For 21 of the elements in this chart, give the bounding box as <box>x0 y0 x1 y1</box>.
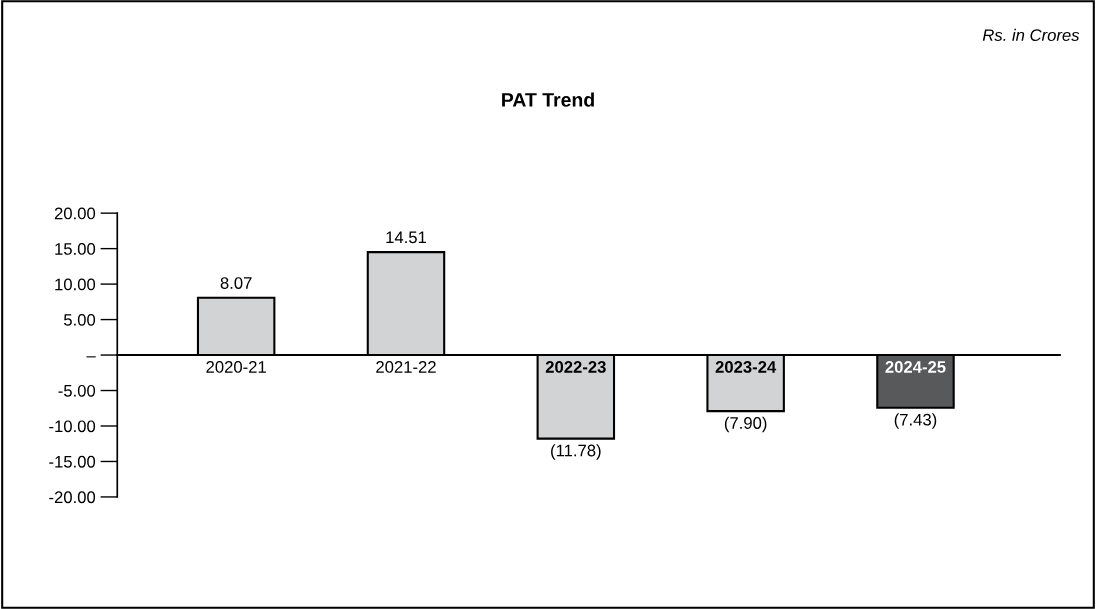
x-tick-label: 2020-21 <box>206 361 266 373</box>
x-tick-label: 2022-23 <box>545 361 606 373</box>
y-tick-label: -10.00 <box>49 420 96 433</box>
y-tick-label: 15.00 <box>55 243 96 255</box>
data-label: (7.43) <box>894 413 937 429</box>
text: Rs. in Crores <box>982 28 1080 42</box>
y-tick-label: -5.00 <box>58 384 96 397</box>
x-tick-label: 2023-24 <box>715 361 777 373</box>
y-tick-label: -20.00 <box>49 491 96 504</box>
x-tick-label: 2024-25 <box>885 361 946 373</box>
y-tick-label: 10.00 <box>55 278 96 291</box>
data-label: (7.90) <box>724 416 767 433</box>
chart-title: PAT Trend <box>502 92 594 107</box>
data-label: 8.07 <box>220 277 252 289</box>
y-tick-label: 5.00 <box>63 313 96 326</box>
y-tick-label: -15.00 <box>49 455 96 468</box>
data-label: 14.51 <box>386 231 427 244</box>
data-label: (11.78) <box>551 444 601 460</box>
y-tick-label: 20.00 <box>54 207 96 220</box>
y-tick-label: – <box>86 356 96 358</box>
x-tick-label: 2021-22 <box>376 361 436 373</box>
